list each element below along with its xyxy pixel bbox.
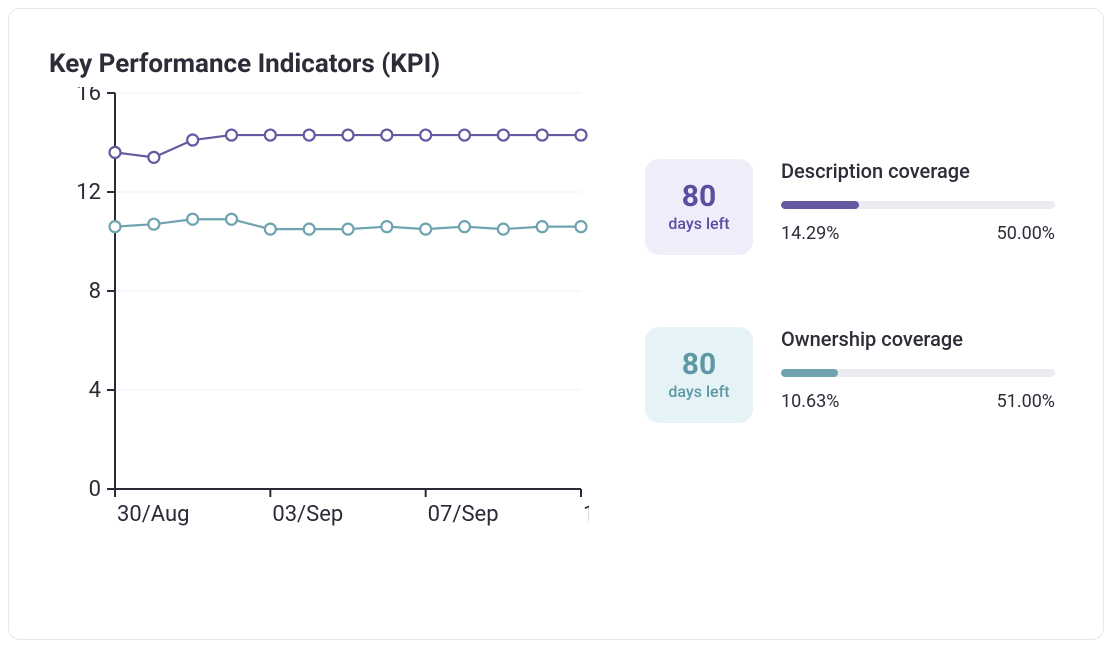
svg-text:11/Sep: 11/Sep [583, 502, 589, 527]
svg-text:07/Sep: 07/Sep [428, 502, 499, 527]
kpi-line-chart: 0 4 8 12 16 30/Aug 03/Sep 07/Sep 11/Sep [49, 87, 589, 587]
card-content: 0 4 8 12 16 30/Aug 03/Sep 07/Sep 11/Sep 80 days l… [49, 87, 1055, 587]
progress-target-value: 50.00% [997, 223, 1055, 244]
days-left-badge: 80 days left [645, 159, 753, 255]
progress-track [781, 201, 1055, 209]
kpi-title: Description coverage [781, 159, 1055, 183]
svg-text:12: 12 [76, 180, 101, 205]
days-left-value: 80 [682, 182, 716, 212]
svg-text:30/Aug: 30/Aug [117, 502, 190, 527]
progress-current-value: 14.29% [781, 223, 839, 244]
svg-text:8: 8 [89, 279, 101, 304]
kpi-description: 80 days left Description coverage 14.29% 50.… [645, 159, 1055, 255]
days-left-label: days left [668, 214, 729, 233]
progress-labels: 14.29% 50.00% [781, 223, 1055, 244]
card-title: Key Performance Indicators (KPI) [49, 49, 1055, 79]
svg-text:4: 4 [89, 378, 101, 403]
progress-fill [781, 369, 838, 377]
progress-fill [781, 201, 859, 209]
kpi-ownership: 80 days left Ownership coverage 10.63% 51.00… [645, 327, 1055, 423]
days-left-badge: 80 days left [645, 327, 753, 423]
progress-target-value: 51.00% [997, 391, 1055, 412]
kpi-card: Key Performance Indicators (KPI) 0 4 8 12 16… [8, 8, 1104, 640]
kpi-title: Ownership coverage [781, 327, 1055, 351]
kpi-panels: 80 days left Description coverage 14.29% 50.… [645, 87, 1055, 587]
svg-text:0: 0 [89, 477, 101, 502]
progress-labels: 10.63% 51.00% [781, 391, 1055, 412]
svg-text:16: 16 [76, 87, 101, 106]
progress-track [781, 369, 1055, 377]
days-left-label: days left [668, 382, 729, 401]
progress-current-value: 10.63% [781, 391, 839, 412]
kpi-details: Ownership coverage 10.63% 51.00% [781, 327, 1055, 412]
svg-text:03/Sep: 03/Sep [272, 502, 343, 527]
kpi-details: Description coverage 14.29% 50.00% [781, 159, 1055, 244]
days-left-value: 80 [682, 350, 716, 380]
